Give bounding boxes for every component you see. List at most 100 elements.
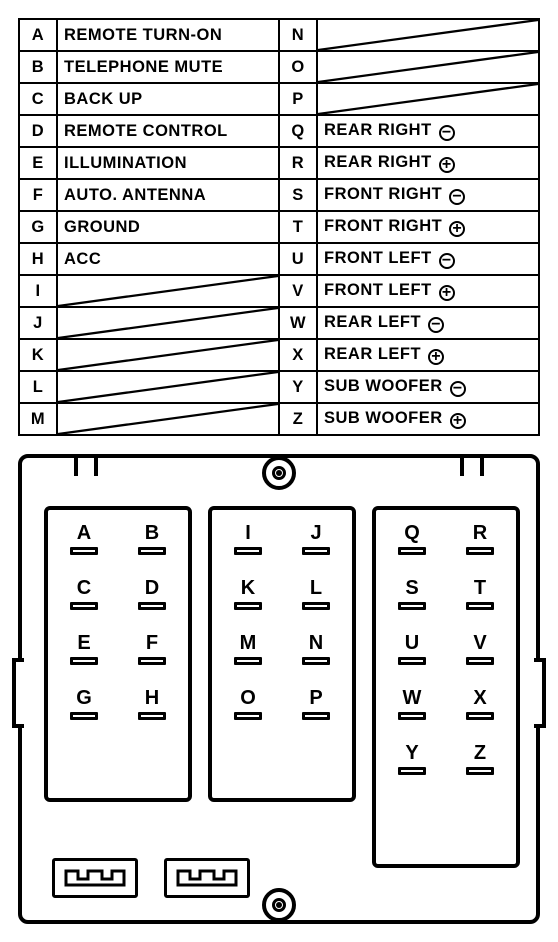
table-row: GGROUNDTFRONT RIGHT + [19, 211, 539, 243]
pin-block-1: ABCDEFGH [44, 506, 192, 802]
pin-letter: R [279, 147, 317, 179]
polarity-minus-icon: − [439, 253, 455, 269]
pin-label [317, 19, 539, 51]
pin-slot-icon [70, 712, 98, 720]
pin-letter: H [19, 243, 57, 275]
connector-pin-q: Q [385, 522, 439, 555]
pin-slot-icon [70, 602, 98, 610]
pin-block-3: QRSTUVWXYZ [372, 506, 520, 868]
connector-pin-e: E [57, 632, 111, 665]
pin-slot-icon [138, 712, 166, 720]
pin-letter: Z [279, 403, 317, 435]
pin-letter: F [125, 632, 179, 654]
connector-pin-h: H [125, 687, 179, 720]
pin-letter: D [19, 115, 57, 147]
pin-label: FRONT RIGHT + [317, 211, 539, 243]
pinout-table: AREMOTE TURN-ONNBTELEPHONE MUTEOCBACK UP… [18, 18, 540, 436]
pin-label: AUTO. ANTENNA [57, 179, 279, 211]
pin-label [57, 275, 279, 307]
pin-slot-icon [466, 657, 494, 665]
connector-pin-s: S [385, 577, 439, 610]
pin-label: REMOTE TURN-ON [57, 19, 279, 51]
polarity-minus-icon: − [449, 189, 465, 205]
pin-slot-icon [398, 767, 426, 775]
pin-slot-icon [302, 657, 330, 665]
polarity-plus-icon: + [439, 285, 455, 301]
aux-connector-2 [164, 858, 250, 898]
pin-label [57, 307, 279, 339]
pin-label: ACC [57, 243, 279, 275]
connector-pin-l: L [289, 577, 343, 610]
pin-letter: J [19, 307, 57, 339]
connector-diagram: ABCDEFGH IJKLMNOP QRSTUVWXYZ [18, 454, 540, 924]
pin-letter: Y [279, 371, 317, 403]
polarity-plus-icon: + [449, 221, 465, 237]
pin-letter: A [19, 19, 57, 51]
pin-letter: M [221, 632, 275, 654]
pin-letter: X [279, 339, 317, 371]
pin-slot-icon [234, 657, 262, 665]
pin-letter: B [19, 51, 57, 83]
pin-slot-icon [398, 602, 426, 610]
pin-label: FRONT LEFT − [317, 243, 539, 275]
mounting-screw-bottom [262, 888, 296, 922]
pin-letter: T [279, 211, 317, 243]
pin-label: ILLUMINATION [57, 147, 279, 179]
pin-label: FRONT LEFT + [317, 275, 539, 307]
pin-slot-icon [398, 547, 426, 555]
table-row: EILLUMINATIONRREAR RIGHT + [19, 147, 539, 179]
pin-block-2: IJKLMNOP [208, 506, 356, 802]
table-row: KXREAR LEFT + [19, 339, 539, 371]
pin-letter: E [57, 632, 111, 654]
connector-pin-z: Z [453, 742, 507, 775]
pin-label: BACK UP [57, 83, 279, 115]
connector-pin-v: V [453, 632, 507, 665]
table-row: CBACK UPP [19, 83, 539, 115]
pin-slot-icon [234, 547, 262, 555]
pin-letter: G [57, 687, 111, 709]
connector-pin-k: K [221, 577, 275, 610]
pin-label: REAR LEFT + [317, 339, 539, 371]
shell-notch-left [74, 454, 98, 476]
connector-pin-b: B [125, 522, 179, 555]
connector-pin-n: N [289, 632, 343, 665]
connector-pin-w: W [385, 687, 439, 720]
shell-notch-right [460, 454, 484, 476]
pin-label: TELEPHONE MUTE [57, 51, 279, 83]
pin-letter: Z [453, 742, 507, 764]
polarity-plus-icon: + [428, 349, 444, 365]
pin-slot-icon [302, 602, 330, 610]
pin-slot-icon [302, 547, 330, 555]
connector-pin-g: G [57, 687, 111, 720]
aux-connector-row [52, 858, 250, 898]
connector-shell: ABCDEFGH IJKLMNOP QRSTUVWXYZ [18, 454, 540, 924]
connector-pin-c: C [57, 577, 111, 610]
pin-label [57, 339, 279, 371]
pin-letter: V [453, 632, 507, 654]
pin-letter: P [289, 687, 343, 709]
pin-letter: U [279, 243, 317, 275]
table-row: AREMOTE TURN-ONN [19, 19, 539, 51]
pin-letter: R [453, 522, 507, 544]
pin-letter: P [279, 83, 317, 115]
shell-tab-right [534, 658, 546, 728]
pin-slot-icon [138, 602, 166, 610]
connector-pin-f: F [125, 632, 179, 665]
pin-letter: T [453, 577, 507, 599]
table-row: HACCUFRONT LEFT − [19, 243, 539, 275]
pin-letter: H [125, 687, 179, 709]
pin-letter: E [19, 147, 57, 179]
connector-pin-p: P [289, 687, 343, 720]
pin-slot-icon [70, 657, 98, 665]
pin-slot-icon [138, 657, 166, 665]
pin-letter: O [279, 51, 317, 83]
connector-pin-j: J [289, 522, 343, 555]
pin-letter: J [289, 522, 343, 544]
shell-tab-left [12, 658, 24, 728]
pin-letter: D [125, 577, 179, 599]
pin-label [57, 403, 279, 435]
polarity-plus-icon: + [439, 157, 455, 173]
connector-pin-m: M [221, 632, 275, 665]
pin-letter: S [385, 577, 439, 599]
pin-slot-icon [466, 712, 494, 720]
